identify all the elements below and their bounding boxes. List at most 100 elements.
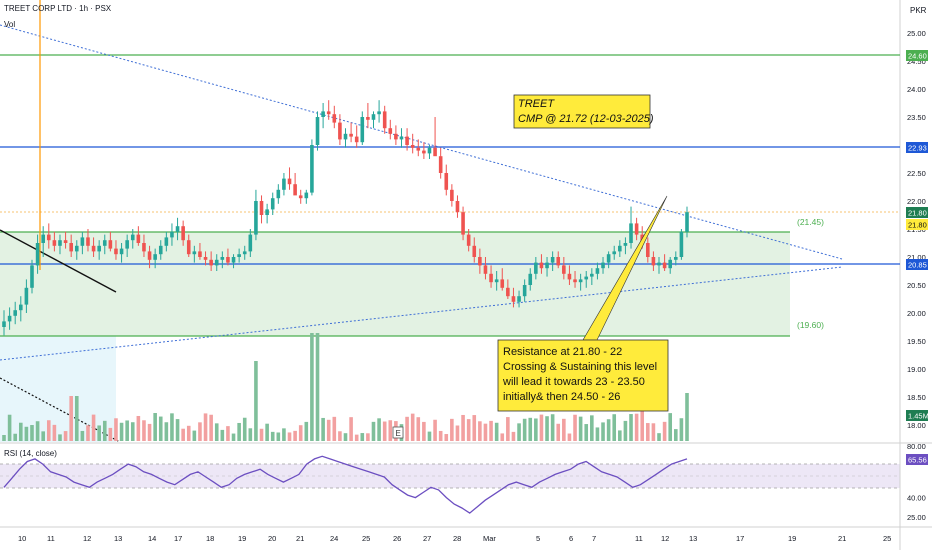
- volume-bar: [220, 429, 225, 441]
- time-tick-label: 17: [736, 534, 744, 543]
- time-tick-label: 5: [536, 534, 540, 543]
- candle-body: [410, 145, 415, 148]
- time-tick-label: 11: [635, 534, 643, 543]
- time-tick-label: 25: [362, 534, 370, 543]
- price-tick-label: 19.50: [907, 337, 926, 346]
- badge-20-85: [906, 259, 928, 270]
- candle-body: [517, 296, 521, 302]
- candle-body: [69, 243, 73, 252]
- volume-bar: [679, 418, 684, 441]
- candle-body: [371, 114, 376, 120]
- event-marker[interactable]: [392, 426, 404, 439]
- candle-body: [203, 257, 208, 260]
- volume-bar: [550, 414, 555, 441]
- price-tick-label: 24.50: [907, 57, 926, 66]
- candle-body: [455, 201, 460, 213]
- candle-body: [534, 262, 538, 274]
- volume-bar: [562, 418, 566, 441]
- candle-body: [209, 259, 213, 266]
- candle-body: [438, 156, 443, 173]
- annotation-title-box[interactable]: [513, 94, 651, 129]
- volume-bar: [209, 414, 213, 441]
- volume-bar: [472, 415, 477, 441]
- candle-body: [466, 234, 471, 246]
- volume-bar: [248, 428, 253, 441]
- candle-body: [259, 201, 264, 215]
- time-tick-label: 21: [296, 534, 304, 543]
- volume-bar: [41, 431, 45, 441]
- annotation-note-box[interactable]: [497, 339, 669, 412]
- volume-bar: [270, 431, 275, 441]
- rsi-label: RSI (14, close): [4, 449, 57, 458]
- rsi-line: [3, 455, 688, 514]
- candle-body: [489, 273, 493, 283]
- badge-20-85-text: 20.85: [908, 261, 927, 270]
- candle-body: [472, 245, 477, 257]
- time-tick-label: 11: [47, 534, 55, 543]
- price-tick-label: 21.00: [907, 253, 926, 262]
- volume-bar: [539, 414, 544, 441]
- candle-body: [573, 279, 577, 283]
- volume-bar: [63, 431, 68, 441]
- candle-body: [634, 223, 639, 235]
- candle-body: [382, 111, 387, 129]
- candle-body: [237, 254, 241, 257]
- candle-body: [522, 285, 527, 297]
- time-tick-label: 17: [174, 534, 182, 543]
- volume-bar: [310, 333, 314, 441]
- candle-body: [332, 114, 337, 123]
- candle-body: [618, 245, 622, 252]
- volume-bar: [304, 421, 309, 441]
- candle-body: [377, 111, 381, 115]
- volume-bar: [427, 431, 432, 441]
- volume-bar: [438, 430, 443, 441]
- candle-body: [136, 234, 141, 243]
- volume-bar: [528, 417, 533, 441]
- ascending-trendline: [0, 266, 843, 361]
- badge-24-60-text: 24.60: [908, 52, 927, 61]
- consolidation-zone: [0, 232, 790, 336]
- volume-bar: [136, 415, 141, 441]
- candle-body: [153, 254, 157, 260]
- badge-volume: [906, 410, 928, 421]
- candle-body: [354, 136, 359, 143]
- volume-bar: [478, 421, 482, 441]
- candle-body: [674, 257, 678, 260]
- price-tick-label: 19.00: [907, 365, 926, 374]
- rsi-tick-label: 80.00: [907, 442, 926, 451]
- volume-bar: [517, 423, 521, 441]
- time-tick-label: 7: [592, 534, 596, 543]
- volume-bar: [321, 417, 325, 441]
- candle-body: [2, 321, 6, 327]
- volume-bar: [685, 393, 689, 441]
- volume-bar: [494, 422, 499, 441]
- candle-body: [500, 279, 505, 288]
- candle-body: [248, 234, 253, 252]
- volume-bar: [343, 433, 348, 441]
- candle-body: [63, 240, 68, 243]
- volume-bar: [30, 425, 34, 441]
- volume-bar: [629, 414, 633, 441]
- annotation-note-line4: initially& then 24.50 - 26: [503, 391, 620, 403]
- candle-body: [226, 257, 230, 263]
- candle-body: [668, 259, 673, 269]
- volume-bar: [651, 423, 656, 441]
- time-tick-label: 14: [148, 534, 156, 543]
- candle-body: [394, 133, 398, 140]
- time-tick-label: 13: [689, 534, 697, 543]
- volume-bars: [2, 333, 689, 441]
- volume-bar: [46, 420, 51, 441]
- volume-bar: [125, 420, 129, 441]
- candle-body: [321, 111, 325, 117]
- volume-bar: [142, 420, 146, 441]
- candle-body: [388, 128, 393, 134]
- price-tick-label: 18.50: [907, 393, 926, 402]
- candle-body: [198, 251, 202, 257]
- volume-bar: [377, 418, 381, 441]
- candle-body: [427, 147, 432, 154]
- candle-body: [651, 257, 656, 266]
- volume-bar: [97, 425, 101, 441]
- time-tick-label: 25: [883, 534, 891, 543]
- volume-bar: [556, 423, 561, 441]
